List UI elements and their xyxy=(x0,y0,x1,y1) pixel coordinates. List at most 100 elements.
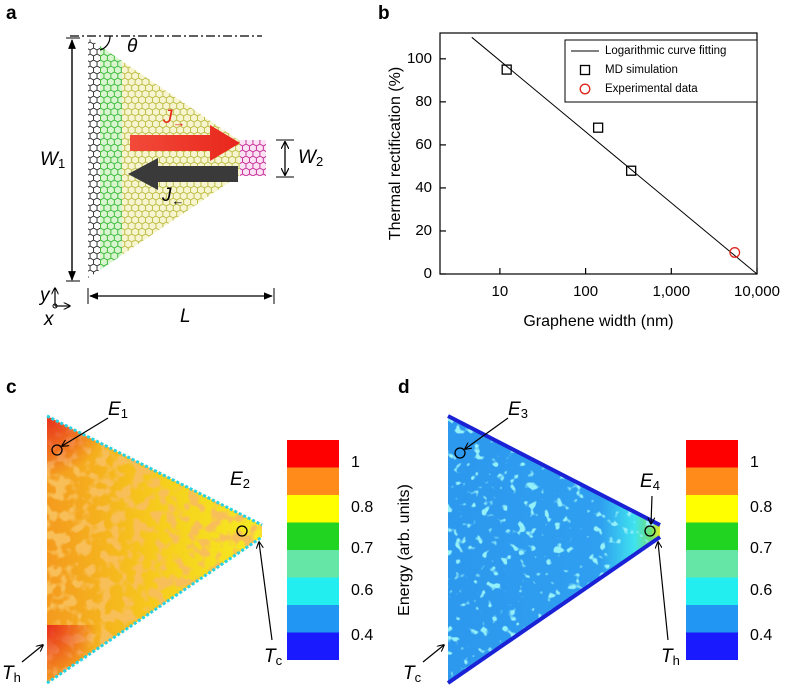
legend-marker xyxy=(579,83,591,95)
th-label: Th xyxy=(661,646,680,668)
w1-label: W1 xyxy=(40,149,65,171)
label-subscript: 2 xyxy=(243,476,250,491)
label-main: T xyxy=(403,663,416,684)
x-tick-label: 10,000 xyxy=(734,283,780,300)
label-subscript: ← xyxy=(172,193,185,208)
graphene-structure xyxy=(88,38,266,278)
colorbar-tick-label: 0.7 xyxy=(750,540,772,557)
colorbar-band xyxy=(686,550,738,578)
colorbar-band xyxy=(686,577,738,605)
heatmap xyxy=(446,414,662,685)
colorbar-tick-label: 1 xyxy=(750,454,759,471)
colorbar: 1 0.8 0.7 0.6 0.4 Energy (arb. units) xyxy=(287,440,413,660)
colorbar-band xyxy=(287,495,339,523)
label-main: E xyxy=(230,469,243,490)
tc-label: Tc xyxy=(264,646,283,668)
angle-arc xyxy=(99,35,111,51)
colorbar-band xyxy=(686,632,738,660)
triangle-body xyxy=(122,61,240,255)
x-axis-label: Graphene width (nm) xyxy=(523,313,673,330)
pointer xyxy=(422,645,444,663)
panel-label: d xyxy=(398,377,410,398)
pointer xyxy=(259,542,273,641)
legend: Logarithmic curve fitting MD simulation Ex… xyxy=(564,39,758,103)
x-tick-label: 1,000 xyxy=(653,283,691,300)
heatmap xyxy=(46,414,263,685)
e2-label: E2 xyxy=(230,469,250,491)
colorbar-tick-label: 0.4 xyxy=(351,627,373,644)
pointer xyxy=(62,417,109,446)
heatmap-texture xyxy=(448,416,660,683)
colorbar-tick-label: 0.8 xyxy=(351,499,373,516)
y-tick-label: 20 xyxy=(415,222,432,239)
y-tick-label: 100 xyxy=(407,50,432,67)
panel-label: c xyxy=(6,377,17,398)
label-main: W xyxy=(298,147,318,168)
colorbar-label: Energy (arb. units) xyxy=(396,484,413,616)
label-subscript: h xyxy=(673,653,680,668)
axis-y-label: y xyxy=(38,285,51,306)
panel-label: a xyxy=(6,3,17,24)
circle-marker xyxy=(729,247,741,258)
panel-label: b xyxy=(378,3,390,24)
label-subscript: 4 xyxy=(653,478,660,493)
legend-label: MD simulation xyxy=(605,64,678,76)
plot-frame xyxy=(439,32,758,275)
square-marker xyxy=(501,64,512,75)
heatmap-edge xyxy=(446,535,662,685)
pointer xyxy=(21,645,43,663)
label-subscript: h xyxy=(14,670,21,685)
label-main: J xyxy=(162,107,173,128)
theta-label: θ xyxy=(127,36,138,57)
x-tick-label: 10 xyxy=(492,283,509,300)
colorbar-tick-label: 0.7 xyxy=(351,540,373,557)
colorbar-band xyxy=(686,605,738,633)
label-main: J xyxy=(161,185,172,206)
label-main: T xyxy=(661,646,674,667)
square-marker xyxy=(625,165,637,176)
probe-circle xyxy=(236,525,248,537)
j-forward-label: J→ xyxy=(162,107,186,130)
colorbar-tick-label: 0.6 xyxy=(750,582,772,599)
pointer xyxy=(658,542,669,641)
label-main: W xyxy=(40,149,60,170)
j-backward-label: J← xyxy=(161,185,185,208)
colorbar-tick-label: 1 xyxy=(351,454,360,471)
legend-marker xyxy=(579,64,591,76)
label-main: T xyxy=(264,646,277,667)
y-tick-label: 60 xyxy=(415,136,432,153)
forward-arrow xyxy=(130,125,240,161)
legend-box xyxy=(564,39,758,103)
colorbar-band xyxy=(287,522,339,550)
probe-circle xyxy=(454,447,466,459)
colorbar-band xyxy=(686,495,738,523)
axis-origin xyxy=(52,303,58,309)
label-main: E xyxy=(640,471,653,492)
label-main: T xyxy=(2,663,15,684)
colorbar-band xyxy=(686,522,738,550)
probe-circle xyxy=(51,444,63,456)
colorbar-tick-label: 0.6 xyxy=(351,582,373,599)
square-marker xyxy=(592,122,604,133)
colorbar-band xyxy=(686,467,738,495)
label-subscript: → xyxy=(173,115,186,130)
colorbar-band xyxy=(287,577,339,605)
colorbar-tick-label: 0.8 xyxy=(750,499,772,516)
label-subscript: c xyxy=(276,653,283,668)
label-subscript: 2 xyxy=(316,154,323,169)
hot-region xyxy=(47,416,107,476)
pointer xyxy=(651,495,652,524)
y-axis-label: Thermal rectification (%) xyxy=(387,67,404,240)
colorbar-band xyxy=(686,440,738,468)
e1-label: E1 xyxy=(108,399,128,421)
label-main: E xyxy=(108,399,121,420)
backward-arrow xyxy=(128,158,238,190)
legend-label: Logarithmic curve fitting xyxy=(605,45,726,57)
fit-line xyxy=(471,36,757,274)
label-subscript: 1 xyxy=(58,156,65,171)
e3-label: E3 xyxy=(508,399,528,421)
colorbar-band xyxy=(287,605,339,633)
heatmap-edge xyxy=(46,414,263,527)
